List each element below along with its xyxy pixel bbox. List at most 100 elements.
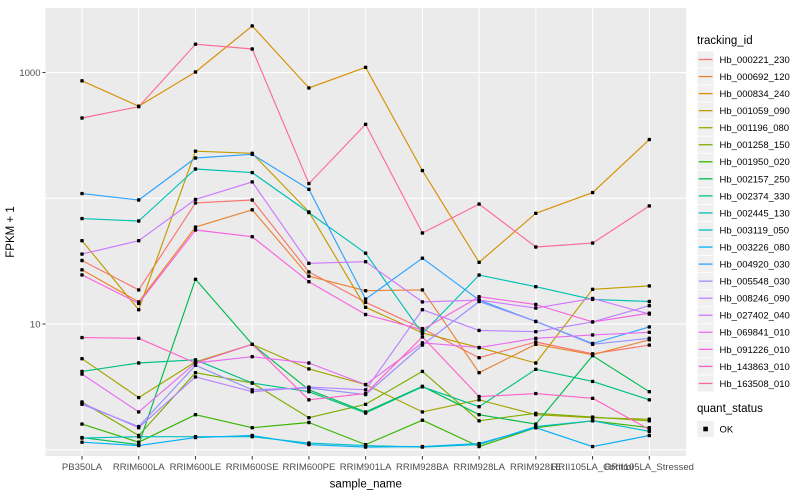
data-point	[250, 235, 254, 239]
data-point	[420, 308, 425, 312]
legend-item-label: Hb_000221_230	[720, 55, 790, 66]
data-point	[534, 411, 538, 415]
data-point	[477, 441, 481, 446]
data-point	[193, 375, 198, 379]
data-point	[80, 335, 84, 340]
data-point	[420, 444, 425, 449]
x-axis-title: sample_name	[330, 479, 402, 491]
data-point	[534, 342, 538, 346]
y-axis-title: FPKM + 1	[5, 206, 17, 257]
data-point	[307, 442, 311, 447]
data-point	[534, 336, 538, 340]
data-point	[307, 361, 311, 365]
legend-item-label: Hb_003226_080	[720, 242, 790, 253]
data-point	[250, 381, 254, 385]
data-point	[590, 241, 595, 245]
data-point	[534, 211, 538, 215]
legend-item-label: Hb_005548_030	[720, 277, 790, 288]
data-point	[363, 312, 368, 317]
legend-item-label: Hb_163508_010	[720, 379, 790, 390]
data-point	[590, 320, 595, 324]
data-point	[477, 405, 481, 409]
data-point	[590, 342, 595, 346]
data-point	[193, 361, 198, 365]
data-point	[647, 284, 651, 288]
data-point	[647, 336, 651, 340]
data-point	[590, 415, 595, 419]
data-point	[420, 341, 425, 345]
data-point	[534, 330, 538, 334]
data-point	[647, 398, 651, 402]
data-point	[363, 411, 368, 415]
data-point	[80, 372, 84, 376]
data-point	[307, 420, 311, 425]
data-point	[363, 388, 368, 392]
legend-item-label: Hb_027402_040	[720, 311, 790, 322]
data-point	[137, 426, 141, 430]
data-point	[307, 86, 311, 90]
legend-item: Hb_008246_090	[697, 290, 790, 307]
data-point	[534, 319, 538, 324]
data-point	[307, 210, 311, 215]
data-point	[80, 258, 84, 263]
data-point	[307, 416, 311, 420]
data-point	[590, 287, 595, 291]
data-point	[534, 302, 538, 307]
data-point	[534, 285, 538, 289]
data-point	[590, 419, 595, 423]
data-point	[137, 105, 141, 109]
data-point	[307, 187, 311, 191]
data-point	[250, 426, 254, 430]
data-point	[193, 197, 198, 202]
legend-item-label: Hb_002445_130	[720, 208, 790, 219]
data-point	[250, 433, 254, 438]
data-point	[80, 239, 84, 243]
legend: Hb_000221_230 Hb_000692_120 Hb_000834_240 H…	[697, 51, 790, 438]
data-point	[137, 288, 141, 292]
data-point	[420, 231, 425, 235]
data-point	[307, 274, 311, 278]
data-point	[137, 308, 141, 312]
data-point	[363, 251, 368, 255]
legend-item: Hb_069841_010	[697, 324, 790, 341]
data-point	[250, 47, 254, 51]
data-point	[307, 261, 311, 265]
legend-item: Hb_003226_080	[697, 238, 790, 256]
data-point	[647, 427, 651, 432]
data-point	[420, 300, 425, 304]
legend-item-label: Hb_001258_150	[720, 140, 790, 151]
data-point	[80, 216, 84, 221]
data-point	[477, 260, 481, 264]
data-point	[590, 190, 595, 195]
legend-item: Hb_001196_080	[697, 119, 789, 136]
data-point	[193, 149, 198, 153]
x-tick-label: RRIM901LA	[340, 462, 392, 473]
data-point	[307, 398, 311, 402]
data-point	[590, 379, 595, 384]
data-point	[137, 410, 141, 414]
data-point	[307, 390, 311, 394]
data-point	[193, 413, 198, 417]
data-point	[193, 156, 198, 160]
data-point	[363, 289, 368, 293]
data-point	[477, 328, 481, 333]
x-tick-label: RRIM600LA	[113, 462, 165, 473]
data-point	[420, 328, 425, 332]
data-point	[193, 225, 198, 229]
legend-item-label: Hb_008246_090	[720, 294, 790, 305]
data-point	[307, 367, 311, 371]
data-point	[420, 369, 425, 374]
data-point	[250, 24, 254, 28]
data-point	[250, 208, 254, 212]
legend-item-label: Hb_002374_330	[720, 191, 790, 202]
data-point	[420, 385, 425, 389]
data-point	[590, 444, 595, 449]
data-point	[534, 361, 538, 365]
legend-item-label: Hb_000692_120	[720, 72, 790, 83]
data-point	[534, 426, 538, 430]
data-point	[534, 306, 538, 310]
data-point	[80, 422, 84, 426]
data-point	[137, 395, 141, 400]
data-point	[193, 435, 198, 440]
data-point	[420, 418, 425, 422]
